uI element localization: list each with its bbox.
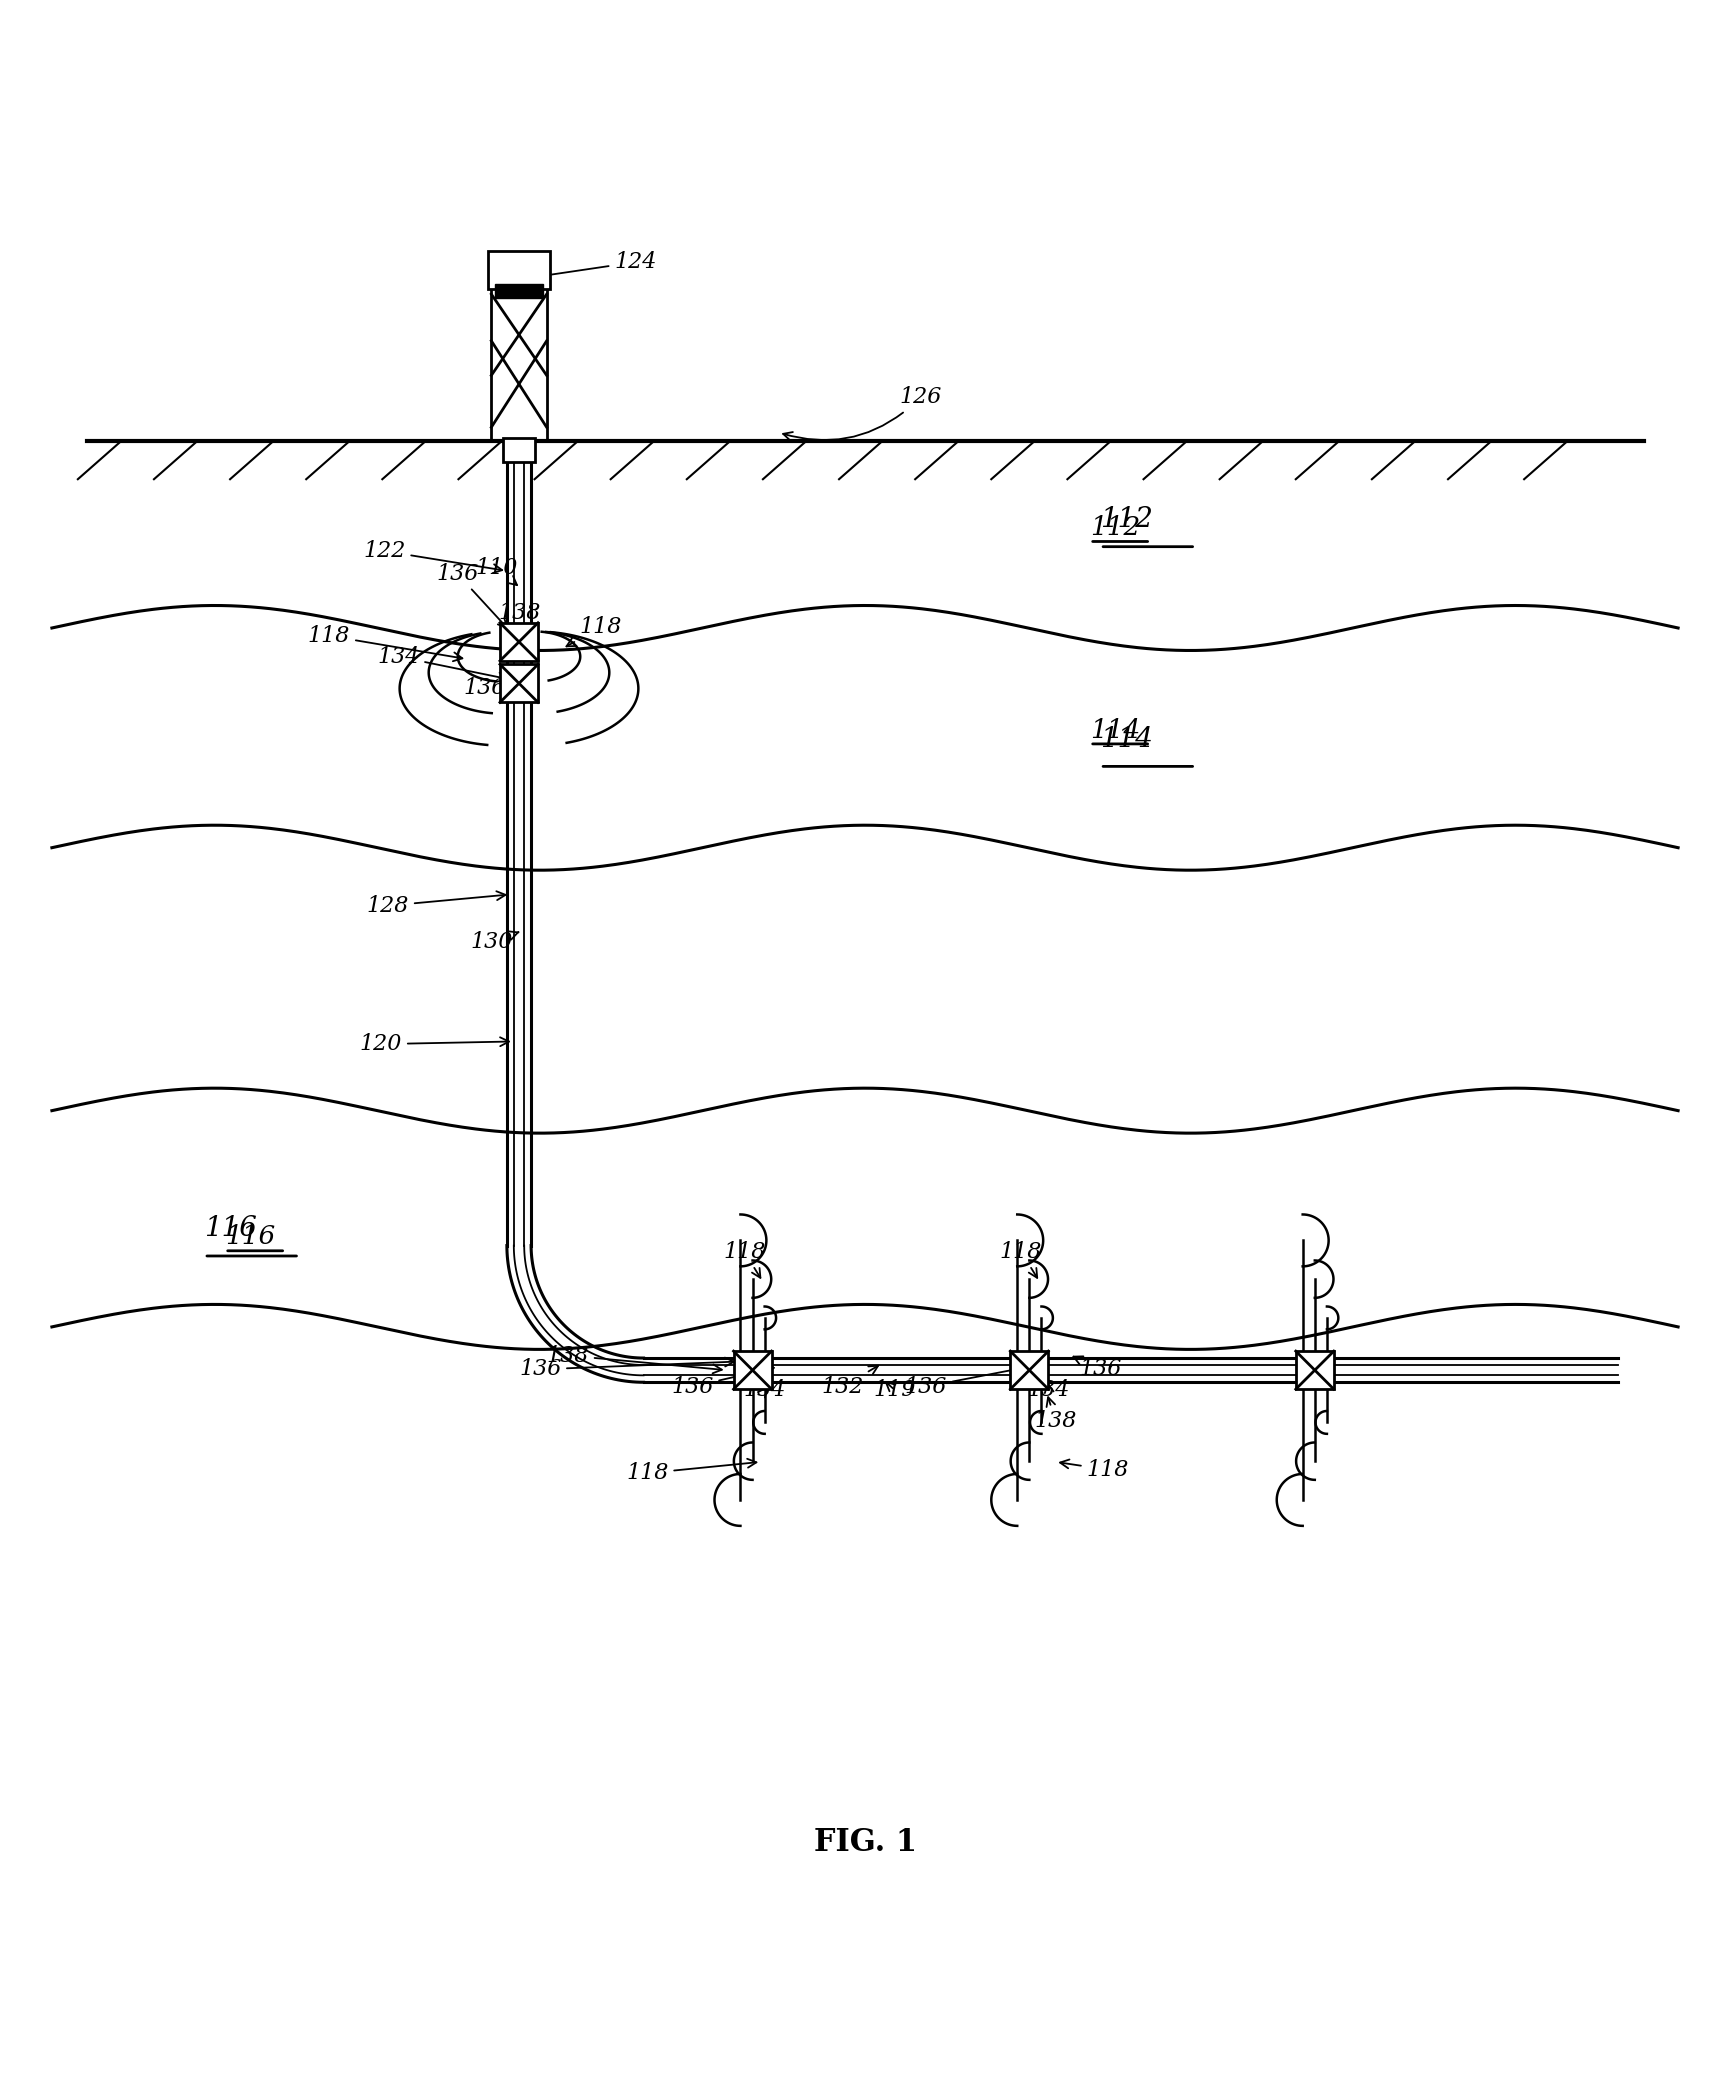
Text: 128: 128 — [367, 891, 505, 918]
Text: 126: 126 — [784, 386, 941, 440]
Text: 136: 136 — [464, 677, 517, 700]
Text: 118: 118 — [723, 1241, 765, 1279]
Text: 134: 134 — [377, 646, 507, 681]
Text: 132: 132 — [822, 1366, 879, 1397]
Bar — [500, 623, 538, 660]
Bar — [495, 284, 543, 297]
Text: 118: 118 — [1060, 1459, 1128, 1480]
Bar — [503, 438, 535, 461]
Text: 124: 124 — [541, 251, 656, 278]
Text: 138: 138 — [498, 602, 540, 648]
Bar — [1296, 1351, 1334, 1389]
Bar — [734, 1351, 772, 1389]
Text: 116: 116 — [204, 1214, 258, 1241]
Text: 112: 112 — [1090, 515, 1140, 540]
Text: 138: 138 — [1035, 1397, 1076, 1432]
Text: 136: 136 — [436, 563, 507, 627]
Bar — [488, 251, 550, 289]
Text: 118: 118 — [566, 617, 621, 646]
Text: 136: 136 — [905, 1364, 1024, 1397]
Text: 112: 112 — [1100, 507, 1154, 534]
Text: 138: 138 — [547, 1345, 721, 1374]
Text: 118: 118 — [308, 625, 462, 662]
Text: 114: 114 — [1100, 725, 1154, 752]
Bar — [500, 664, 538, 702]
Text: 118: 118 — [626, 1459, 756, 1484]
Text: FIG. 1: FIG. 1 — [813, 1827, 917, 1858]
Text: 134: 134 — [744, 1378, 785, 1401]
Bar — [1010, 1351, 1048, 1389]
Text: 119: 119 — [874, 1378, 915, 1401]
Text: 118: 118 — [1000, 1241, 1041, 1279]
Text: 120: 120 — [360, 1034, 509, 1055]
Text: 110: 110 — [476, 556, 517, 585]
Text: 134: 134 — [1028, 1378, 1069, 1401]
Text: 114: 114 — [1090, 718, 1140, 743]
Text: 130: 130 — [471, 930, 519, 953]
Text: 122: 122 — [363, 540, 502, 573]
Text: 136: 136 — [519, 1358, 734, 1381]
Text: 136: 136 — [1073, 1356, 1121, 1381]
Text: 136: 136 — [671, 1366, 773, 1397]
Text: 116: 116 — [225, 1225, 275, 1250]
